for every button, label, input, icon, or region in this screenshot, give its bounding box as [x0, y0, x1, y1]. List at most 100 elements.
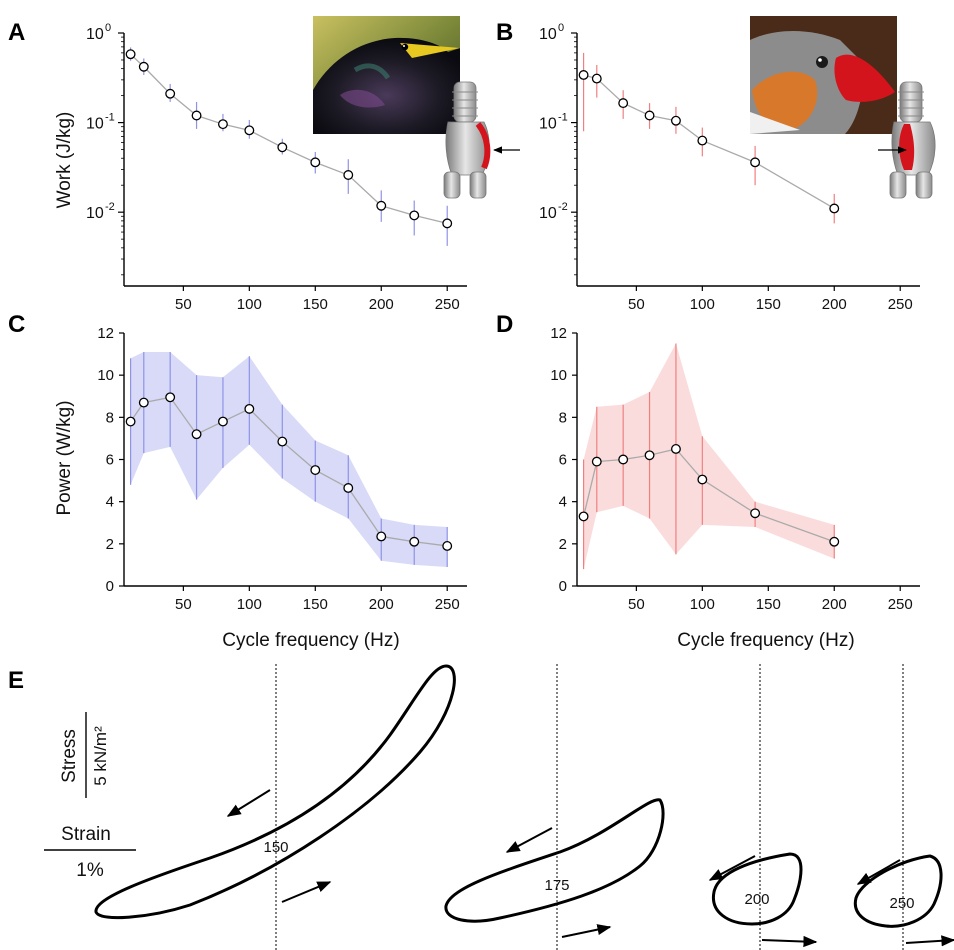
x-tick-label: 100: [237, 296, 262, 313]
series-line: [130, 53, 448, 225]
syrinx-icon: [889, 81, 936, 199]
y-tick-label: 4: [559, 494, 567, 511]
x-tick-label: 100: [690, 296, 715, 313]
x-tick-label: 200: [369, 596, 394, 613]
y-tick-exponent: -1: [558, 112, 568, 124]
y-tick-base: 10: [539, 205, 557, 222]
data-point: [618, 98, 629, 109]
y-tick-label: 6: [106, 452, 114, 469]
data-point: [138, 61, 149, 72]
x-tick-label: 50: [628, 296, 645, 313]
y-tick-label: 8: [559, 409, 567, 426]
x-tick-label: 150: [303, 296, 328, 313]
x-tick-label: 250: [435, 596, 460, 613]
data-point: [277, 142, 288, 153]
y-tick-base: 10: [539, 26, 557, 43]
panel-letter-c: C: [8, 311, 25, 338]
data-point: [165, 88, 176, 99]
data-point: [618, 454, 629, 465]
loop-label-150: 150: [263, 839, 288, 856]
work-loop-200: [711, 852, 803, 926]
data-point: [409, 536, 420, 547]
data-point: [644, 110, 655, 121]
x-tick-label: 150: [303, 596, 328, 613]
data-point: [217, 416, 228, 427]
panel-letter-d: D: [496, 311, 513, 338]
x-axis-label-d: Cycle frequency (Hz): [677, 630, 854, 651]
data-point: [829, 203, 840, 214]
y-tick-exponent: 0: [558, 22, 564, 34]
syrinx-icon: [443, 81, 491, 199]
series-line: [583, 74, 835, 210]
data-point: [376, 531, 387, 542]
arrow-icon: [708, 855, 756, 881]
x-tick-label: 50: [628, 596, 645, 613]
arrow-icon: [281, 881, 332, 903]
work-loop-150: [94, 664, 456, 920]
y-tick-base: 10: [86, 26, 104, 43]
work-axis-label: Work (J/kg): [54, 112, 75, 209]
y-tick-base: 10: [539, 116, 557, 133]
starling-photo: [313, 16, 460, 135]
data-point: [750, 508, 761, 519]
loop-label-200: 200: [744, 891, 769, 908]
data-point: [670, 115, 681, 126]
data-point: [138, 397, 149, 408]
y-tick-exponent: -2: [105, 201, 115, 213]
data-point: [343, 170, 354, 180]
data-point: [578, 511, 589, 522]
stress-unit-label: 5 kN/m²: [91, 726, 110, 786]
data-point: [244, 403, 255, 414]
x-tick-label: 100: [690, 596, 715, 613]
data-point: [277, 436, 288, 447]
arrow-icon: [505, 827, 553, 853]
data-point: [217, 119, 228, 130]
y-tick-label: 12: [97, 325, 114, 342]
arrow-icon: [905, 935, 954, 947]
panel-letter-a: A: [8, 19, 25, 46]
panel-letter-e: E: [8, 667, 24, 694]
data-point: [644, 450, 655, 461]
x-tick-label: 50: [175, 296, 192, 313]
panel-letter-b: B: [496, 19, 513, 46]
data-point: [191, 110, 202, 121]
y-tick-label: 10: [550, 367, 567, 384]
y-tick-label: 10: [97, 367, 114, 384]
data-point: [697, 474, 708, 485]
arrow-icon: [856, 859, 901, 885]
x-tick-label: 250: [888, 296, 913, 313]
y-tick-exponent: 0: [105, 22, 111, 34]
y-tick-label: 12: [550, 325, 567, 342]
data-point: [125, 416, 136, 427]
x-tick-label: 50: [175, 596, 192, 613]
y-tick-label: 8: [106, 409, 114, 426]
data-point: [442, 540, 453, 551]
data-point: [343, 483, 354, 493]
data-point: [165, 392, 176, 403]
x-tick-label: 100: [237, 596, 262, 613]
power-chart-finch: 50 100 150 200 250 0 2 4 6 8 10 12: [550, 325, 920, 613]
stress-label: Stress: [59, 729, 80, 783]
data-point: [310, 157, 321, 168]
y-tick-label: 0: [559, 578, 567, 595]
loop-label-175: 175: [544, 877, 569, 894]
y-tick-label: 2: [106, 536, 114, 553]
y-tick-base: 10: [86, 205, 104, 222]
x-tick-label: 200: [822, 296, 847, 313]
work-loop-250: [853, 854, 943, 928]
loop-label-250: 250: [889, 895, 914, 912]
data-point: [829, 536, 840, 547]
power-axis-label: Power (W/kg): [54, 400, 75, 515]
y-tick-base: 10: [86, 116, 104, 133]
data-point: [442, 218, 453, 229]
x-tick-label: 200: [822, 596, 847, 613]
data-point: [125, 49, 136, 60]
y-tick-label: 4: [106, 494, 114, 511]
data-point: [670, 444, 681, 454]
x-tick-label: 250: [435, 296, 460, 313]
error-band: [583, 343, 835, 570]
strain-label: Strain: [61, 824, 111, 845]
